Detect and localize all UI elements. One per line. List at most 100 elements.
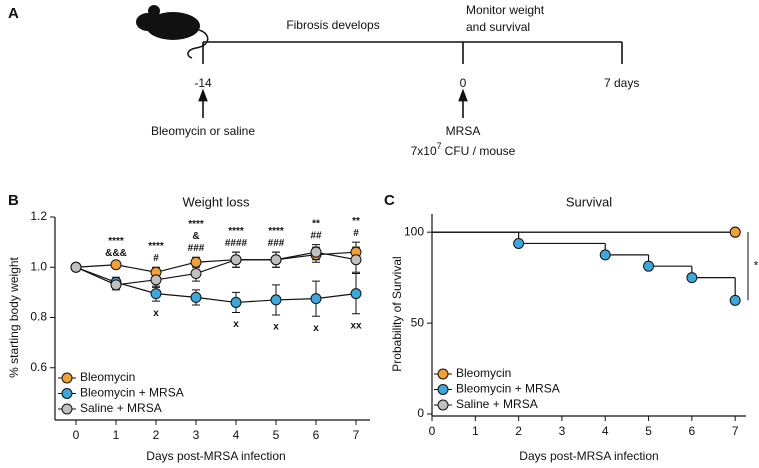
data-point bbox=[70, 261, 82, 273]
x-tick-label: 6 bbox=[689, 424, 696, 438]
legend-swatch bbox=[437, 399, 449, 411]
data-point bbox=[110, 259, 122, 271]
data-point bbox=[350, 288, 362, 300]
time-point: 0 bbox=[460, 76, 467, 90]
data-point bbox=[150, 288, 162, 300]
legend-swatch bbox=[437, 384, 449, 395]
phase-label: Monitor weight bbox=[466, 3, 545, 17]
time-point: 7 days bbox=[604, 76, 639, 90]
data-point bbox=[310, 246, 322, 258]
x-tick-label: 5 bbox=[273, 428, 280, 442]
significance-mark: ### bbox=[188, 243, 205, 254]
dose-unit: CFU / mouse bbox=[445, 144, 516, 158]
y-tick-label: 100 bbox=[404, 224, 424, 238]
x-tick-label: 5 bbox=[645, 424, 652, 438]
significance-mark: ## bbox=[310, 230, 322, 241]
significance-mark: # bbox=[153, 253, 159, 264]
legend-swatch bbox=[61, 372, 73, 384]
x-tick-label: 2 bbox=[153, 428, 160, 442]
significance-mark: x bbox=[273, 322, 279, 333]
significance-mark: **** bbox=[188, 219, 204, 230]
data-point bbox=[190, 291, 202, 303]
dose-base: 7x10 bbox=[411, 144, 437, 158]
significance-mark: x bbox=[153, 308, 159, 319]
x-tick-label: 7 bbox=[732, 424, 739, 438]
significance-mark: **** bbox=[228, 226, 244, 237]
dose-exp: 7 bbox=[437, 141, 442, 151]
dose-label: 7x107 CFU / mouse bbox=[411, 141, 516, 158]
x-tick-label: 3 bbox=[193, 428, 200, 442]
legend-label: Saline + MRSA bbox=[456, 397, 538, 411]
x-axis-label: Days post-MRSA infection bbox=[146, 449, 285, 463]
significance-mark: ** bbox=[312, 218, 320, 229]
series-line bbox=[75, 251, 357, 286]
phase-label: Fibrosis develops bbox=[286, 18, 379, 32]
series-line bbox=[75, 251, 357, 273]
significance-mark: # bbox=[353, 228, 359, 239]
significance-mark: &&& bbox=[105, 248, 127, 259]
x-axis-label: Days post-MRSA infection bbox=[519, 449, 658, 463]
y-tick-label: 0 bbox=[417, 406, 424, 420]
legend-label: Bleomycin + MRSA bbox=[80, 386, 184, 400]
panel-label: B bbox=[8, 192, 19, 209]
y-axis-label: Probability of Survival bbox=[390, 256, 404, 371]
legend-label: Bleomycin + MRSA bbox=[456, 382, 560, 396]
data-point bbox=[270, 294, 282, 306]
x-tick-label: 1 bbox=[113, 428, 120, 442]
significance-mark: **** bbox=[108, 236, 124, 247]
y-tick-label: 0.6 bbox=[30, 360, 47, 374]
data-point bbox=[110, 279, 122, 291]
significance-mark: ### bbox=[268, 238, 285, 249]
significance-mark: & bbox=[192, 231, 199, 242]
significance-mark: xx bbox=[350, 320, 362, 331]
significance-mark: **** bbox=[268, 226, 284, 237]
data-point bbox=[230, 254, 242, 266]
mouse-icon bbox=[136, 5, 209, 59]
significance-mark: * bbox=[754, 258, 759, 272]
chart-title: Survival bbox=[566, 194, 612, 209]
legend-label: Saline + MRSA bbox=[80, 401, 162, 415]
data-point bbox=[686, 272, 698, 284]
significance-mark: ** bbox=[352, 216, 360, 227]
panel-label: C bbox=[384, 192, 395, 209]
event-label: MRSA bbox=[446, 124, 481, 138]
x-tick-label: 4 bbox=[602, 424, 609, 438]
data-point bbox=[350, 254, 362, 266]
data-point bbox=[599, 249, 611, 261]
y-tick-label: 50 bbox=[411, 315, 425, 329]
x-tick-label: 4 bbox=[233, 428, 240, 442]
y-tick-label: 0.8 bbox=[30, 310, 47, 324]
significance-mark: #### bbox=[225, 238, 248, 249]
significance-mark: x bbox=[233, 319, 239, 330]
x-tick-label: 0 bbox=[429, 424, 436, 438]
legend-swatch bbox=[61, 388, 73, 399]
panel-label: A bbox=[8, 5, 19, 22]
x-tick-label: 7 bbox=[353, 428, 360, 442]
phase-label: and survival bbox=[466, 20, 530, 34]
x-tick-label: 1 bbox=[472, 424, 479, 438]
data-point bbox=[270, 254, 282, 266]
x-tick-label: 6 bbox=[313, 428, 320, 442]
y-tick-label: 1.0 bbox=[30, 259, 47, 273]
chart-title: Weight loss bbox=[183, 194, 250, 209]
event-label: Bleomycin or saline bbox=[151, 124, 255, 138]
x-tick-label: 0 bbox=[73, 428, 80, 442]
significance-mark: **** bbox=[148, 241, 164, 252]
significance-mark: x bbox=[313, 323, 319, 334]
y-axis-label: % starting body weight bbox=[7, 256, 21, 377]
data-point bbox=[150, 274, 162, 286]
legend-label: Bleomycin bbox=[456, 366, 511, 380]
data-point bbox=[190, 256, 202, 268]
data-point bbox=[729, 226, 741, 238]
data-point bbox=[310, 293, 322, 305]
data-point bbox=[230, 296, 242, 308]
x-tick-label: 3 bbox=[559, 424, 566, 438]
data-point bbox=[729, 294, 741, 306]
data-point bbox=[513, 237, 525, 249]
legend-swatch bbox=[61, 403, 73, 415]
timeline bbox=[198, 41, 623, 118]
legend-label: Bleomycin bbox=[80, 370, 135, 384]
time-point: -14 bbox=[194, 76, 212, 90]
data-point bbox=[190, 268, 202, 280]
